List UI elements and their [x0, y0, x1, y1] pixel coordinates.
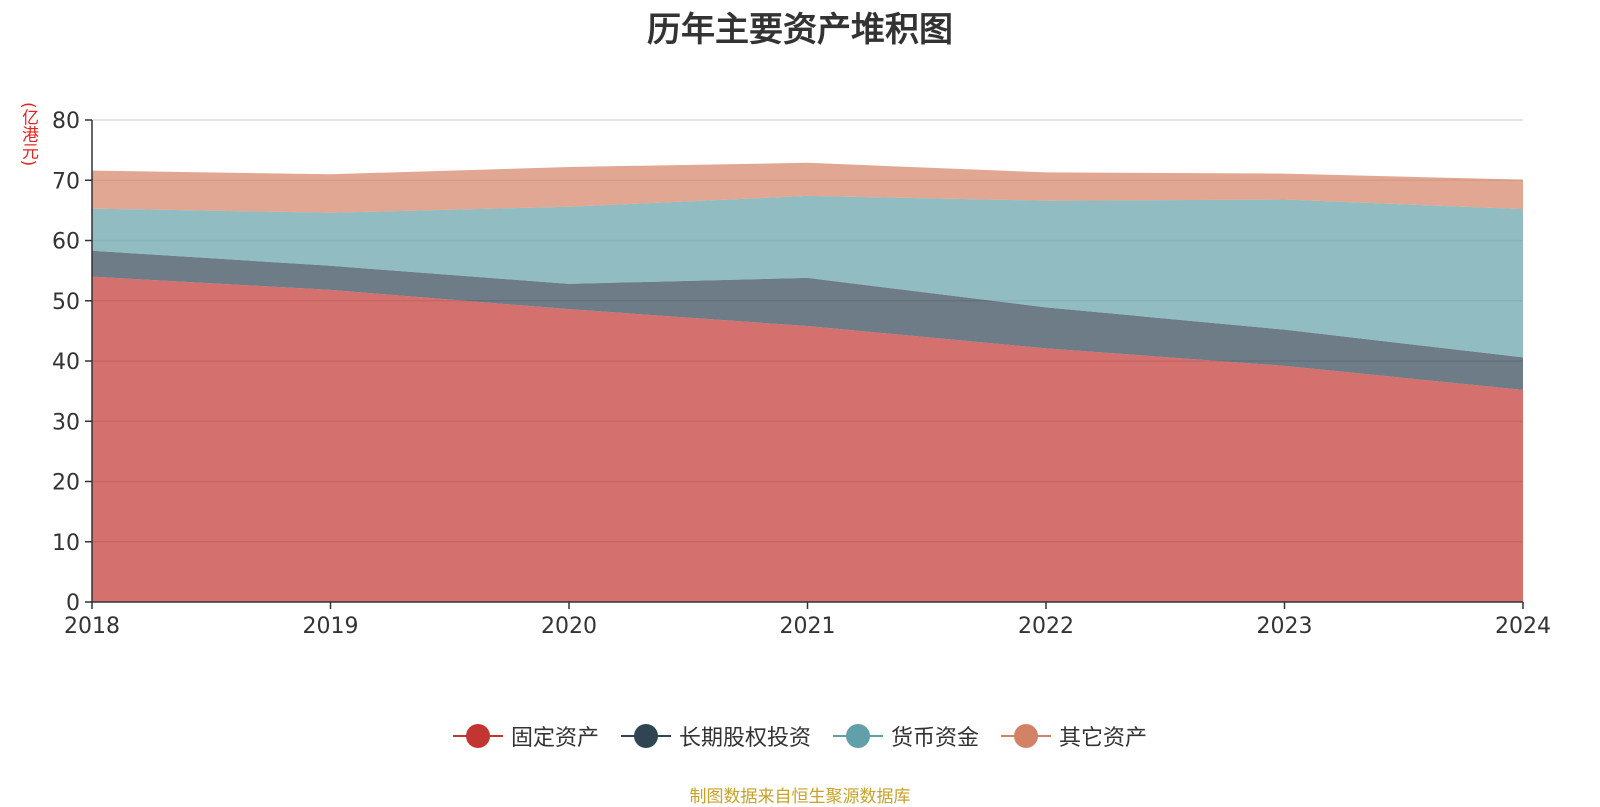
- y-tick-label-4: 40: [52, 350, 80, 375]
- legend-label: 其它资产: [1059, 726, 1148, 751]
- x-tick-label-3: 2021: [780, 614, 836, 639]
- series-area-2: [92, 195, 1523, 358]
- chart-title: 历年主要资产堆积图: [647, 10, 953, 50]
- legend-marker-icon: [452, 724, 503, 748]
- legend-marker-icon: [833, 724, 883, 748]
- y-tick-label-1: 10: [52, 531, 80, 556]
- y-tick-label-3: 30: [52, 410, 80, 435]
- x-tick-label-0: 2018: [64, 614, 120, 639]
- x-tick-label-2: 2020: [541, 614, 597, 639]
- x-tick-label-5: 2023: [1257, 614, 1313, 639]
- y-tick-label-5: 50: [52, 290, 80, 315]
- legend: 固定资产 长期股权投资 货币资金 其它资产: [0, 720, 1600, 752]
- chart-plot: 0 10 20 30 40 50 60 70 80 2018 2019 2020 2021 2022 202…: [52, 109, 1551, 639]
- y-tick-label-0: 0: [66, 591, 80, 616]
- y-tick-label-2: 20: [52, 471, 80, 496]
- legend-marker-icon: [620, 724, 671, 748]
- legend-item-2[interactable]: 货币资金: [833, 720, 979, 752]
- x-tick-label-4: 2022: [1018, 614, 1074, 639]
- x-tick-label-6: 2024: [1495, 614, 1551, 639]
- legend-item-3[interactable]: 其它资产: [1001, 720, 1147, 752]
- series-area-3: [92, 162, 1523, 213]
- y-tick-label-6: 60: [52, 230, 80, 255]
- x-tick-label-1: 2019: [303, 614, 359, 639]
- legend-item-0[interactable]: 固定资产: [452, 720, 599, 752]
- source-note: 制图数据来自恒生聚源数据库: [689, 787, 911, 807]
- legend-item-1[interactable]: 长期股权投资: [620, 720, 811, 752]
- series-area-1: [92, 250, 1523, 390]
- y-tick-label-8: 80: [52, 109, 80, 134]
- y-axis-label: (亿港元): [18, 102, 38, 167]
- legend-label: 货币资金: [891, 726, 980, 751]
- legend-marker-icon: [1001, 724, 1052, 748]
- legend-label: 固定资产: [510, 726, 599, 751]
- series-area-0: [92, 276, 1523, 602]
- legend-label: 长期股权投资: [678, 726, 811, 751]
- y-tick-label-7: 70: [52, 169, 80, 194]
